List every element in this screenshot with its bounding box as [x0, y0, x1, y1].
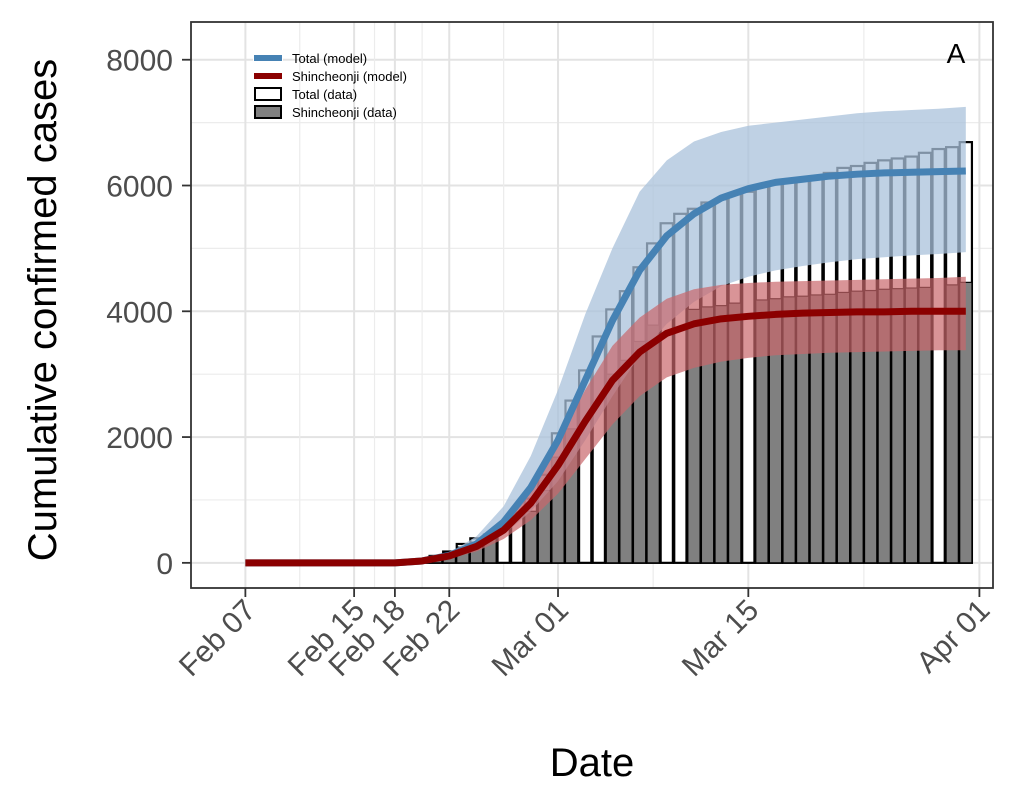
- panel-label: A: [947, 38, 966, 69]
- y-axis-title: Cumulative confirmed cases: [21, 59, 65, 561]
- shincheonji-data-bar: [959, 281, 973, 564]
- legend-label: Total (data): [292, 87, 357, 102]
- x-tick-label: Mar 15: [676, 594, 765, 683]
- x-axis-title: Date: [550, 741, 635, 785]
- model-lines: [245, 167, 966, 567]
- plot-border: [190, 21, 994, 589]
- legend-label: Shincheonji (model): [292, 69, 407, 84]
- y-tick-label: 8000: [106, 45, 173, 78]
- y-tick-label: 2000: [106, 422, 173, 455]
- legend-key-box: [254, 87, 282, 101]
- x-tick-label: Apr 01: [911, 594, 997, 680]
- y-axis: 0 2000 4000 6000 8000: [106, 45, 191, 581]
- legend-key-box: [254, 105, 282, 119]
- shincheonji-model-band: [245, 276, 966, 563]
- y-tick-label: 4000: [106, 296, 173, 329]
- legend-label: Shincheonji (data): [292, 105, 397, 120]
- shincheonji-model-line: [245, 307, 966, 567]
- y-tick-label: 0: [156, 548, 173, 581]
- x-tick-label: Mar 01: [486, 594, 575, 683]
- legend: Total (model) Shincheonji (model) Total (d…: [253, 51, 407, 120]
- y-tick-label: 6000: [106, 171, 173, 204]
- legend-label: Total (model): [292, 51, 367, 66]
- x-tick-label: Feb 07: [173, 594, 262, 683]
